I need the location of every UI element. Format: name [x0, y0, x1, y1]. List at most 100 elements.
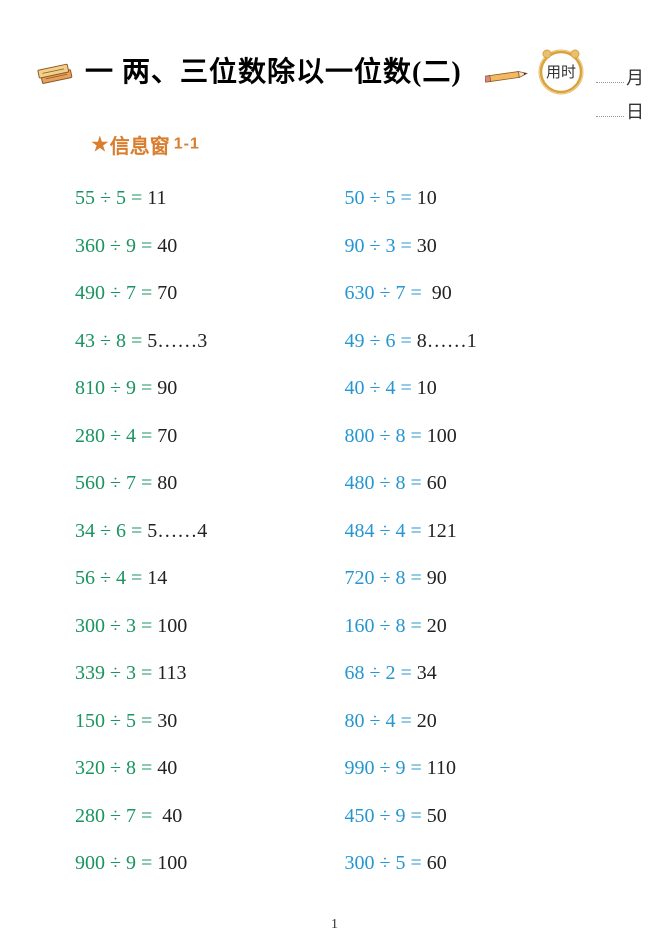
problem-answer: 5……4: [147, 520, 207, 542]
date-block: 月 日: [626, 64, 644, 132]
problem-answer: 40: [157, 235, 177, 257]
problem-expression: 630 ÷ 7 =: [345, 282, 432, 304]
problem-answer: 60: [427, 852, 447, 874]
month-label: 月: [626, 64, 644, 90]
problem-answer: 20: [427, 615, 447, 637]
problem-answer: 20: [417, 710, 437, 732]
problem-expression: 360 ÷ 9 =: [75, 235, 157, 257]
problem-answer: 14: [147, 567, 167, 589]
page-title: 一 两、三位数除以一位数(二): [85, 50, 462, 90]
day-label: 日: [626, 98, 644, 124]
problem-answer: 113: [157, 662, 186, 684]
problem-expression: 34 ÷ 6 =: [75, 520, 147, 542]
problem-answer: 90: [427, 567, 447, 589]
problem-expression: 484 ÷ 4 =: [345, 520, 427, 542]
problem-answer: 110: [427, 757, 456, 779]
problem-row: 49 ÷ 6 = 8……1: [345, 330, 615, 353]
clock-icon: 用时: [533, 42, 589, 103]
problem-expression: 560 ÷ 7 =: [75, 472, 157, 494]
page-header: 一 两、三位数除以一位数(二) 用时 月 日: [55, 50, 614, 140]
problem-row: 43 ÷ 8 = 5……3: [75, 330, 345, 353]
problem-answer: 70: [157, 425, 177, 447]
problem-answer: 70: [157, 282, 177, 304]
problem-answer: 30: [157, 710, 177, 732]
problem-expression: 280 ÷ 4 =: [75, 425, 157, 447]
problem-row: 560 ÷ 7 = 80: [75, 472, 345, 495]
problem-answer: 30: [417, 235, 437, 257]
problem-expression: 720 ÷ 8 =: [345, 567, 427, 589]
problem-answer: 10: [417, 377, 437, 399]
worksheet-page: 一 两、三位数除以一位数(二) 用时 月 日: [0, 0, 669, 945]
problem-answer: 40: [162, 805, 182, 827]
problem-answer: 10: [417, 187, 437, 209]
problem-expression: 810 ÷ 9 =: [75, 377, 157, 399]
problem-row: 900 ÷ 9 = 100: [75, 852, 345, 875]
problem-row: 50 ÷ 5 = 10: [345, 187, 615, 210]
problem-answer: 50: [427, 805, 447, 827]
section-subheader: ★信息窗 1-1: [90, 130, 614, 159]
problem-expression: 280 ÷ 7 =: [75, 805, 162, 827]
problem-row: 800 ÷ 8 = 100: [345, 425, 615, 448]
problem-row: 280 ÷ 7 = 40: [75, 805, 345, 828]
problem-answer: 100: [157, 852, 187, 874]
problem-row: 34 ÷ 6 = 5……4: [75, 520, 345, 543]
problem-answer: 34: [417, 662, 437, 684]
problem-expression: 90 ÷ 3 =: [345, 235, 417, 257]
problem-answer: 100: [157, 615, 187, 637]
problem-expression: 990 ÷ 9 =: [345, 757, 427, 779]
problem-expression: 56 ÷ 4 =: [75, 567, 147, 589]
problem-row: 90 ÷ 3 = 30: [345, 235, 615, 258]
problem-row: 490 ÷ 7 = 70: [75, 282, 345, 305]
problem-answer: 11: [147, 187, 166, 209]
problem-row: 720 ÷ 8 = 90: [345, 567, 615, 590]
problem-row: 810 ÷ 9 = 90: [75, 377, 345, 400]
problem-row: 80 ÷ 4 = 20: [345, 710, 615, 733]
page-number: 1: [0, 917, 669, 933]
problem-expression: 900 ÷ 9 =: [75, 852, 157, 874]
problem-answer: 90: [432, 282, 452, 304]
problem-answer: 90: [157, 377, 177, 399]
problems-column-left: 55 ÷ 5 = 11 360 ÷ 9 = 40 490 ÷ 7 = 70 43 ÷ …: [75, 187, 345, 900]
problem-row: 56 ÷ 4 = 14: [75, 567, 345, 590]
subheader-label: 信息窗: [110, 136, 170, 158]
problem-row: 320 ÷ 8 = 40: [75, 757, 345, 780]
problem-expression: 49 ÷ 6 =: [345, 330, 417, 352]
problem-answer: 80: [157, 472, 177, 494]
problem-expression: 490 ÷ 7 =: [75, 282, 157, 304]
problem-row: 480 ÷ 8 = 60: [345, 472, 615, 495]
problem-expression: 68 ÷ 2 =: [345, 662, 417, 684]
problem-row: 339 ÷ 3 = 113: [75, 662, 345, 685]
problem-row: 55 ÷ 5 = 11: [75, 187, 345, 210]
problem-row: 630 ÷ 7 = 90: [345, 282, 615, 305]
problem-expression: 80 ÷ 4 =: [345, 710, 417, 732]
problem-row: 450 ÷ 9 = 50: [345, 805, 615, 828]
problem-row: 40 ÷ 4 = 10: [345, 377, 615, 400]
problem-answer: 40: [157, 757, 177, 779]
problem-expression: 480 ÷ 8 =: [345, 472, 427, 494]
problem-expression: 300 ÷ 3 =: [75, 615, 157, 637]
problem-answer: 121: [427, 520, 457, 542]
problems-column-right: 50 ÷ 5 = 10 90 ÷ 3 = 30 630 ÷ 7 = 90 49 ÷ 6…: [345, 187, 615, 900]
problem-row: 300 ÷ 3 = 100: [75, 615, 345, 638]
problem-expression: 55 ÷ 5 =: [75, 187, 147, 209]
problem-row: 68 ÷ 2 = 34: [345, 662, 615, 685]
problem-expression: 800 ÷ 8 =: [345, 425, 427, 447]
pencil-icon: [485, 68, 531, 89]
problem-expression: 43 ÷ 8 =: [75, 330, 147, 352]
books-icon: [35, 58, 83, 95]
problem-expression: 150 ÷ 5 =: [75, 710, 157, 732]
problem-expression: 320 ÷ 8 =: [75, 757, 157, 779]
problem-row: 150 ÷ 5 = 30: [75, 710, 345, 733]
problem-row: 280 ÷ 4 = 70: [75, 425, 345, 448]
problem-expression: 300 ÷ 5 =: [345, 852, 427, 874]
problem-answer: 100: [427, 425, 457, 447]
problem-row: 990 ÷ 9 = 110: [345, 757, 615, 780]
problem-expression: 40 ÷ 4 =: [345, 377, 417, 399]
problem-answer: 60: [427, 472, 447, 494]
problems-grid: 55 ÷ 5 = 11 360 ÷ 9 = 40 490 ÷ 7 = 70 43 ÷ …: [75, 187, 614, 900]
problem-row: 360 ÷ 9 = 40: [75, 235, 345, 258]
problem-answer: 8……1: [417, 330, 477, 352]
problem-expression: 160 ÷ 8 =: [345, 615, 427, 637]
svg-text:用时: 用时: [546, 64, 576, 81]
problem-row: 160 ÷ 8 = 20: [345, 615, 615, 638]
